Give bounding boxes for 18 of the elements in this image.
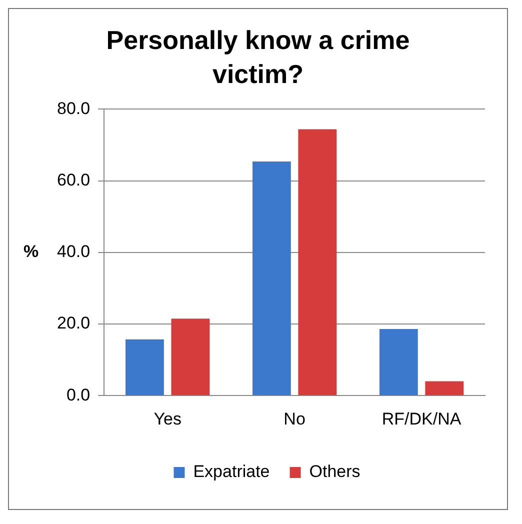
x-tick-label: Yes xyxy=(154,409,182,428)
bar xyxy=(425,381,464,396)
y-tick-label: 0.0 xyxy=(66,385,90,404)
y-axis-title: % xyxy=(23,242,39,262)
bar xyxy=(126,339,164,396)
bar xyxy=(252,161,291,396)
chart-title: Personally know a crime victim? xyxy=(105,24,411,91)
legend-label: Others xyxy=(309,462,360,482)
y-tick-label: 40.0 xyxy=(56,242,90,262)
legend-label: Expatriate xyxy=(193,462,270,482)
bar xyxy=(171,318,210,396)
y-tick-label: 80.0 xyxy=(56,98,90,118)
bar xyxy=(298,129,337,396)
y-tick-label: 20.0 xyxy=(56,314,90,333)
y-tick-label: 60.0 xyxy=(56,170,90,190)
bar xyxy=(379,329,418,396)
x-tick-label: RF/DK/NA xyxy=(382,409,462,428)
x-tick-label: No xyxy=(284,409,306,428)
